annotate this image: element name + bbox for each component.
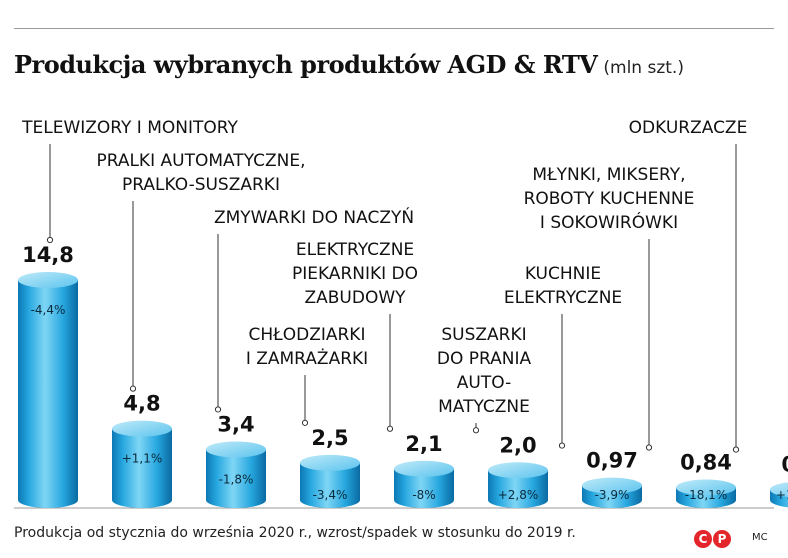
change-label: -8% bbox=[412, 488, 435, 502]
change-label: -3,4% bbox=[313, 488, 348, 502]
value-label: 0,7 bbox=[781, 453, 788, 477]
value-label: 3,4 bbox=[217, 412, 254, 436]
leader-dot bbox=[386, 425, 394, 432]
title-row: Produkcja wybranych produktów AGD & RTV(… bbox=[14, 50, 684, 79]
leader-dot bbox=[472, 427, 480, 434]
change-label: -4,4% bbox=[31, 303, 66, 317]
bar-top bbox=[770, 482, 788, 497]
bar-top bbox=[582, 477, 642, 494]
bar bbox=[18, 280, 78, 508]
copyright-p-icon: P bbox=[713, 530, 731, 548]
leader-dot bbox=[129, 385, 137, 392]
bar-top bbox=[18, 272, 78, 288]
value-label: 4,8 bbox=[123, 392, 160, 416]
change-label: -18,1% bbox=[685, 488, 727, 502]
value-label: 2,5 bbox=[311, 426, 348, 450]
footer-note: Produkcja od stycznia do września 2020 r… bbox=[14, 525, 576, 541]
category-label: ELEKTRYCZNE bbox=[504, 288, 622, 308]
bar-top bbox=[488, 462, 548, 479]
category-label: MŁYNKI, MIKSERY, bbox=[532, 165, 685, 185]
copyright-c-icon: C bbox=[694, 530, 712, 548]
bar-top bbox=[300, 454, 360, 471]
change-label: +13,9% bbox=[776, 488, 788, 502]
change-label: +1,1% bbox=[122, 452, 163, 466]
value-label: 0,97 bbox=[586, 449, 638, 473]
category-label: DO PRANIA bbox=[437, 349, 532, 369]
leader-dot bbox=[732, 446, 740, 453]
value-label: 2,1 bbox=[405, 432, 442, 456]
bar bbox=[206, 449, 266, 508]
change-label: -1,8% bbox=[219, 472, 254, 486]
category-label: I ZAMRAŻARKI bbox=[246, 348, 368, 369]
bar-top bbox=[394, 460, 454, 477]
category-label: MATYCZNE bbox=[438, 397, 530, 417]
category-label: I SOKOWIRÓWKI bbox=[540, 211, 678, 233]
category-label: SUSZARKI bbox=[441, 325, 526, 345]
chart-title: Produkcja wybranych produktów AGD & RTV bbox=[14, 50, 598, 79]
change-label: -3,9% bbox=[595, 488, 630, 502]
category-label: TELEWIZORY I MONITORY bbox=[21, 118, 238, 138]
leader-dot bbox=[46, 236, 54, 244]
category-label: ZMYWARKI DO NACZYŃ bbox=[214, 206, 414, 228]
chart-unit: (mln szt.) bbox=[603, 58, 684, 78]
value-label: 2,0 bbox=[499, 433, 536, 457]
value-label: 14,8 bbox=[22, 243, 74, 267]
category-label: ROBOTY KUCHENNE bbox=[524, 189, 695, 209]
category-label: PRALKI AUTOMATYCZNE, bbox=[96, 151, 305, 171]
category-label: ODKURZACZE bbox=[629, 118, 748, 138]
category-label: ELEKTRYCZNE bbox=[296, 240, 414, 260]
category-label: PRALKO-SUSZARKI bbox=[122, 175, 280, 195]
category-label: PIEKARNIKI DO bbox=[292, 264, 418, 284]
leader-dot bbox=[645, 444, 653, 451]
author-initials: MC bbox=[752, 532, 768, 543]
bar-top bbox=[206, 441, 266, 458]
category-label: ZABUDOWY bbox=[304, 288, 406, 308]
category-label: AUTO- bbox=[457, 373, 511, 393]
category-label: CHŁODZIARKI bbox=[249, 325, 366, 345]
bar-top bbox=[676, 479, 736, 496]
bar bbox=[394, 468, 454, 508]
top-rule bbox=[14, 28, 774, 29]
category-label: KUCHNIE bbox=[525, 264, 601, 284]
bar bbox=[300, 462, 360, 508]
change-label: +2,8% bbox=[498, 488, 539, 502]
leader-dot bbox=[301, 419, 309, 426]
leader-dot bbox=[214, 406, 222, 413]
bar-top bbox=[112, 420, 172, 437]
bar bbox=[112, 428, 172, 508]
value-label: 0,84 bbox=[680, 451, 732, 475]
bar bbox=[488, 470, 548, 508]
leader-dot bbox=[558, 442, 566, 449]
